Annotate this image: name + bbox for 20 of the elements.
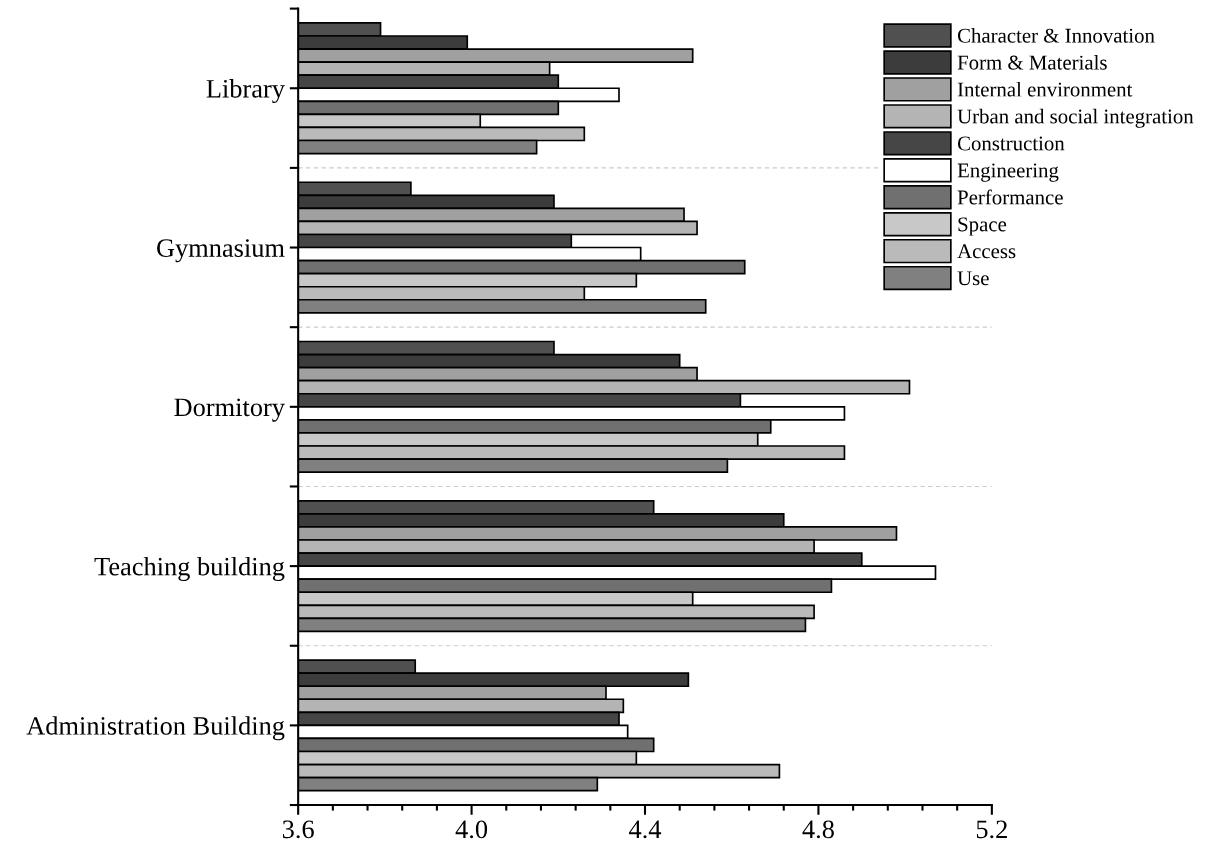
legend-label: Access: [957, 244, 1016, 259]
y-tick-label: Administration Building: [26, 716, 285, 741]
y-tick-label: Gymnasium: [157, 239, 285, 263]
x-tick-label: 3.6: [282, 820, 314, 839]
y-tick-label: Library: [206, 79, 285, 104]
legend-label: Urban and social integration: [957, 108, 1194, 128]
legend-label: Engineering: [957, 163, 1059, 182]
legend-label: Performance: [957, 189, 1063, 205]
y-tick-label: Teaching building: [94, 556, 285, 581]
x-tick-label: 4.4: [629, 820, 662, 839]
legend-label: Internal environment: [957, 81, 1133, 97]
x-tick-label: 4.0: [455, 820, 488, 839]
legend-label: Form & Materials: [957, 54, 1107, 70]
x-tick-label: 5.2: [976, 820, 1007, 839]
legend-label: Character & Innovation: [957, 28, 1155, 43]
y-tick-label: Dormitory: [174, 398, 285, 422]
legend-label: Use: [957, 271, 989, 286]
legend-label: Space: [958, 217, 1007, 236]
legend-label: Construction: [957, 136, 1065, 151]
x-tick-label: 4.8: [802, 820, 834, 839]
